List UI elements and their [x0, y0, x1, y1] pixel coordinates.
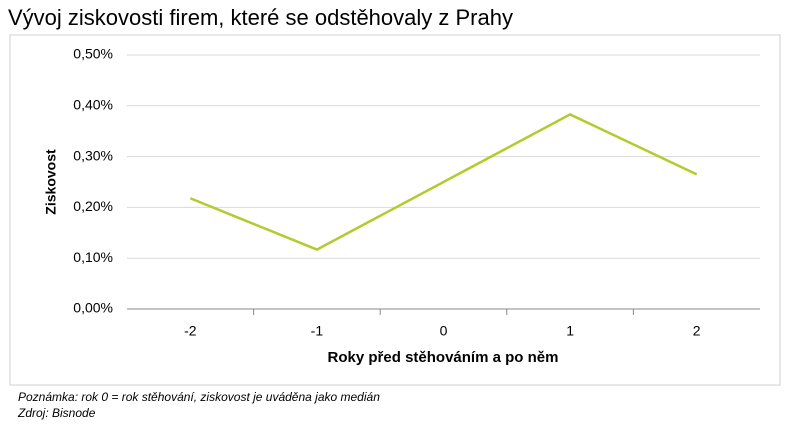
- note: Zdroj: Bisnode: [17, 406, 96, 420]
- y-tick-label: 0,40%: [73, 97, 113, 113]
- y-tick-label: 0,10%: [73, 249, 113, 265]
- data-line: [189, 113, 698, 251]
- x-tick-label: 0: [440, 323, 448, 339]
- x-tick-label: 2: [693, 323, 701, 339]
- x-axis-label: Roky před stěhováním a po něm: [328, 349, 559, 366]
- y-tick-label: 0,20%: [73, 198, 113, 214]
- x-tick-label: -1: [311, 323, 324, 339]
- y-axis-label: Ziskovost: [43, 149, 59, 215]
- note: Poznámka: rok 0 = rok stěhování, ziskovo…: [18, 390, 380, 404]
- chart-title: Vývoj ziskovosti firem, které se odstěho…: [8, 5, 513, 30]
- y-tick-label: 0,00%: [73, 300, 113, 316]
- chart-frame: [9, 34, 781, 386]
- y-tick-label: 0,50%: [73, 46, 113, 62]
- y-tick-label: 0,30%: [73, 147, 113, 163]
- x-tick-label: 1: [566, 323, 574, 339]
- x-tick-label: -2: [184, 323, 197, 339]
